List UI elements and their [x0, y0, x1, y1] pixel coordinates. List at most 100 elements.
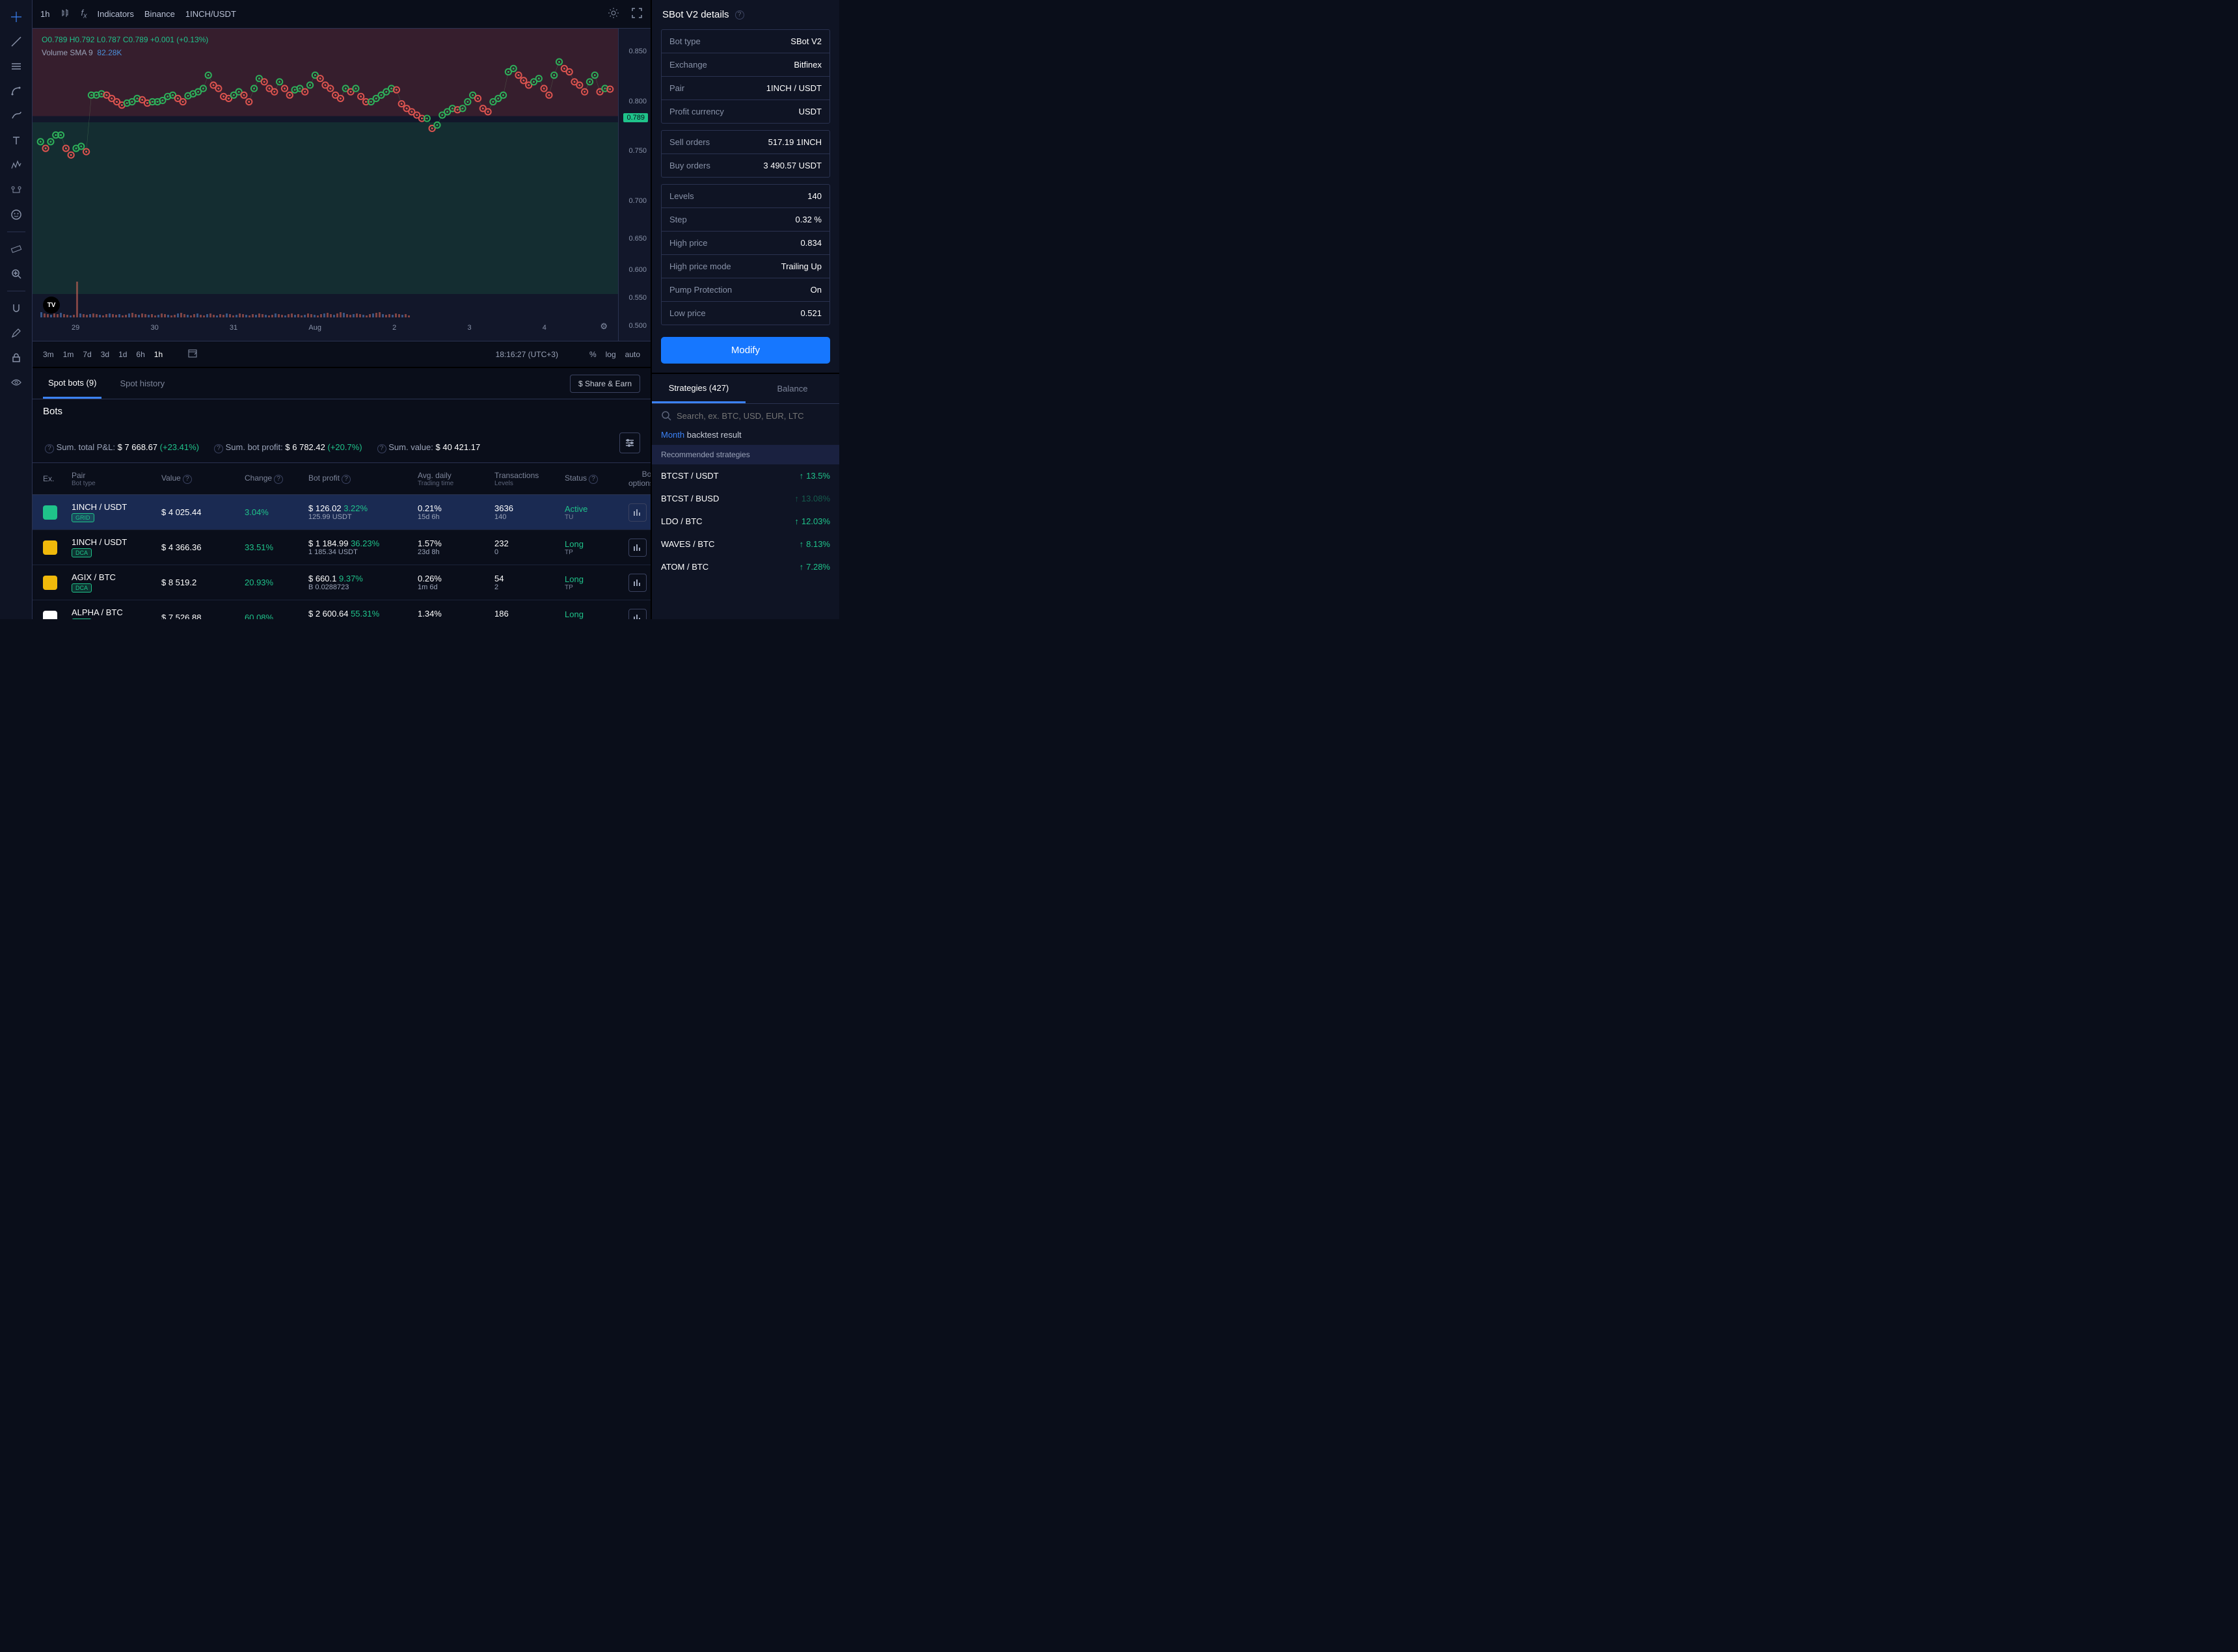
interval-selector[interactable]: 1h: [40, 9, 49, 19]
detail-row: High price0.834: [662, 232, 829, 255]
timeframe-7d[interactable]: 7d: [83, 350, 91, 359]
exchange-label[interactable]: Binance: [144, 9, 175, 19]
gear-icon[interactable]: [608, 7, 619, 21]
chart-button[interactable]: [628, 574, 647, 592]
ruler-icon[interactable]: [4, 237, 29, 261]
table-row[interactable]: 1INCH / USDTDCA $ 4 366.36 33.51% $ 1 18…: [33, 530, 651, 565]
table-row[interactable]: 1INCH / USDTGRID $ 4 025.44 3.04% $ 126.…: [33, 495, 651, 530]
profit-cell: $ 2 600.64 55.31%B 0.1137553: [308, 609, 412, 619]
table-row[interactable]: AGIX / BTCDCA $ 8 519.2 20.93% $ 660.1 9…: [33, 565, 651, 600]
pencil-lock-icon[interactable]: [4, 321, 29, 345]
value-cell: $ 4 366.36: [161, 542, 239, 552]
y-tick: 0.500: [628, 322, 647, 330]
brush-icon[interactable]: [4, 104, 29, 127]
change-cell: 33.51%: [245, 542, 303, 552]
crosshair-icon[interactable]: [4, 5, 29, 29]
candles-icon[interactable]: [60, 8, 70, 20]
pair-cell: 1INCH / USDTDCA: [72, 537, 156, 557]
pair-cell: ALPHA / BTCDCA: [72, 607, 156, 619]
strategy-row[interactable]: BTCST / BUSD↑13.08%: [652, 487, 839, 510]
pattern-icon[interactable]: [4, 153, 29, 177]
search-input[interactable]: [677, 411, 830, 421]
strategy-row[interactable]: ATOM / BTC↑7.28%: [652, 555, 839, 578]
detail-row: Step0.32 %: [662, 208, 829, 232]
auto-toggle[interactable]: auto: [625, 350, 640, 359]
magnet-icon[interactable]: [4, 297, 29, 320]
strategies-header: Recommended strategies: [652, 445, 839, 464]
fullscreen-icon[interactable]: [631, 7, 643, 21]
y-tick: 0.600: [628, 266, 647, 274]
y-tick: 0.789: [623, 113, 648, 122]
emoji-icon[interactable]: [4, 203, 29, 226]
share-earn-button[interactable]: $ Share & Earn: [570, 375, 640, 393]
fib-icon[interactable]: [4, 79, 29, 103]
timeframe-1m[interactable]: 1m: [63, 350, 74, 359]
y-axis[interactable]: 0.8500.8000.7890.7500.7000.6500.6000.550…: [618, 29, 651, 341]
daily-cell: 0.21%15d 6h: [418, 503, 489, 521]
symbol-label[interactable]: 1INCH/USDT: [185, 9, 236, 19]
drawing-toolbar: [0, 0, 33, 619]
x-tick: 31: [230, 324, 237, 332]
y-tick: 0.850: [628, 47, 647, 55]
fx-icon[interactable]: fx: [81, 8, 87, 20]
indicators-button[interactable]: Indicators: [98, 9, 134, 19]
timeframe-3d[interactable]: 3d: [101, 350, 109, 359]
chart-button[interactable]: [628, 539, 647, 557]
sum-value: ? Sum. value: $ 40 421.17: [375, 442, 481, 453]
tx-cell: 3636140: [494, 503, 560, 521]
eye-icon[interactable]: [4, 371, 29, 394]
y-tick: 0.550: [628, 294, 647, 302]
detail-row: Buy orders3 490.57 USDT: [662, 154, 829, 177]
log-toggle[interactable]: log: [606, 350, 616, 359]
timeframe-6h[interactable]: 6h: [136, 350, 144, 359]
exchange-icon: [43, 540, 57, 555]
bots-table: Ex. PairBot type Value? Change? Bot prof…: [33, 463, 651, 619]
chart-button[interactable]: [628, 609, 647, 620]
tab-spot-history[interactable]: Spot history: [115, 368, 170, 399]
table-header: Ex. PairBot type Value? Change? Bot prof…: [33, 463, 651, 495]
tab-balance[interactable]: Balance: [746, 374, 839, 403]
strategy-row[interactable]: BTCST / USDT↑13.5%: [652, 464, 839, 487]
zoom-in-icon[interactable]: [4, 262, 29, 286]
daily-cell: 1.34%1m 11d: [418, 609, 489, 619]
position-icon[interactable]: [4, 178, 29, 202]
details-title: SBot V2 details?: [652, 0, 839, 29]
timeframe-1d[interactable]: 1d: [118, 350, 127, 359]
timeframe-1h[interactable]: 1h: [154, 350, 163, 359]
detail-row: ExchangeBitfinex: [662, 53, 829, 77]
table-row[interactable]: ALPHA / BTCDCA $ 7 526.88 60.08% $ 2 600…: [33, 600, 651, 619]
bots-settings-button[interactable]: [619, 433, 640, 453]
value-cell: $ 8 519.2: [161, 578, 239, 587]
x-tick: 29: [72, 324, 79, 332]
tradingview-badge[interactable]: TV: [43, 297, 60, 313]
value-cell: $ 4 025.44: [161, 507, 239, 517]
modify-button[interactable]: Modify: [661, 337, 830, 364]
percent-toggle[interactable]: %: [589, 350, 597, 359]
detail-row: Pair1INCH / USDT: [662, 77, 829, 100]
tx-cell: 2320: [494, 539, 560, 556]
goto-date-icon[interactable]: [187, 348, 198, 360]
lock-icon[interactable]: [4, 346, 29, 369]
tx-cell: 1860: [494, 609, 560, 619]
horizontal-lines-icon[interactable]: [4, 55, 29, 78]
timeframe-3m[interactable]: 3m: [43, 350, 54, 359]
tab-spot-bots[interactable]: Spot bots (9): [43, 368, 101, 399]
trendline-icon[interactable]: [4, 30, 29, 53]
chart-topbar: 1h fx Indicators Binance 1INCH/USDT: [33, 0, 651, 29]
strategy-row[interactable]: LDO / BTC↑12.03%: [652, 510, 839, 533]
y-tick: 0.750: [628, 147, 647, 155]
detail-row: Profit currencyUSDT: [662, 100, 829, 123]
text-icon[interactable]: [4, 129, 29, 152]
detail-row: Low price0.521: [662, 302, 829, 325]
chart-button[interactable]: [628, 503, 647, 522]
x-tick: 4: [543, 324, 546, 332]
bots-title: Bots: [43, 406, 640, 417]
chart-area[interactable]: O0.789 H0.792 L0.787 C0.789 +0.001 (+0.1…: [33, 29, 651, 341]
profit-cell: $ 1 184.99 36.23%1 185.34 USDT: [308, 539, 412, 556]
change-cell: 60.08%: [245, 613, 303, 619]
strategy-row[interactable]: WAVES / BTC↑8.13%: [652, 533, 839, 555]
axis-gear-icon[interactable]: ⚙: [600, 321, 608, 332]
sum-bot-profit: ? Sum. bot profit: $ 6 782.42 (+20.7%): [212, 442, 362, 453]
bots-tabs: Spot bots (9) Spot history $ Share & Ear…: [33, 368, 651, 399]
tab-strategies[interactable]: Strategies (427): [652, 374, 746, 403]
